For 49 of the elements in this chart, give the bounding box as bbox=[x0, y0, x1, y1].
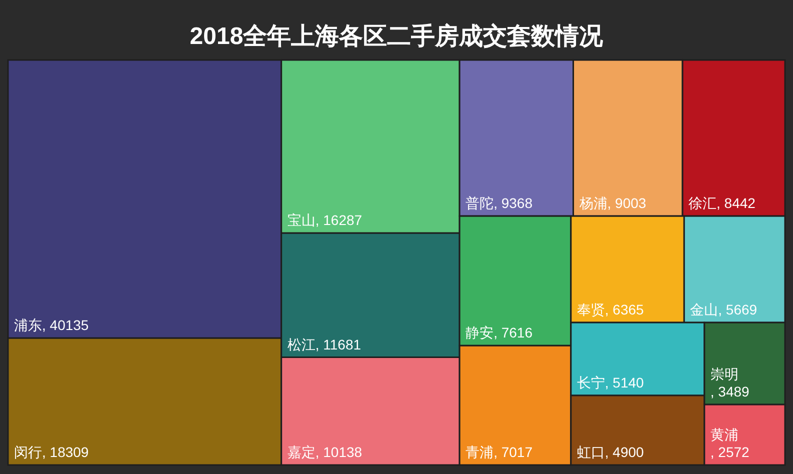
cell: 金山, 5669 bbox=[683, 215, 786, 324]
category-label: 嘉定 bbox=[287, 444, 316, 460]
cell: 长宁, 5140 bbox=[570, 322, 706, 396]
data-label: , 10138 bbox=[315, 444, 362, 460]
category-label: 虹口 bbox=[576, 444, 605, 460]
cell: 青浦, 7017 bbox=[458, 344, 572, 466]
category-label: 奉贤 bbox=[576, 302, 605, 318]
category-label: 宝山 bbox=[287, 212, 316, 228]
category-label: 崇明 bbox=[710, 366, 738, 382]
data-label: , 5669 bbox=[718, 302, 758, 318]
data-label: , 2572 bbox=[710, 444, 750, 460]
category-label: 青浦 bbox=[466, 444, 494, 460]
cell: 嘉定, 10138 bbox=[280, 356, 460, 466]
data-label: , 9003 bbox=[607, 195, 646, 212]
data-label: , 3489 bbox=[710, 384, 750, 400]
category-label: 黄浦 bbox=[710, 426, 738, 442]
text: 2018全年上海各区二手房成交套数情况 bbox=[190, 23, 604, 50]
category-label: 普陀 bbox=[466, 195, 494, 212]
category-label: 浦东 bbox=[14, 317, 42, 334]
cell: 虹口, 4900 bbox=[570, 394, 706, 466]
data-label: , 7017 bbox=[494, 444, 533, 460]
category-label: 长宁 bbox=[576, 374, 605, 390]
data-label: , 4900 bbox=[604, 444, 644, 460]
data-label: , 7616 bbox=[494, 324, 533, 341]
category-label: 闵行 bbox=[14, 444, 42, 460]
data-label: , 40135 bbox=[42, 317, 89, 334]
cell: 松江, 11681 bbox=[280, 232, 460, 358]
data-label: , 11681 bbox=[315, 336, 362, 352]
category-label: 杨浦 bbox=[578, 195, 608, 212]
cell: 崇明 , 3489 bbox=[704, 322, 786, 406]
data-label: , 6365 bbox=[604, 302, 644, 318]
cell: 普陀, 9368 bbox=[458, 59, 574, 217]
category-label: 金山 bbox=[690, 302, 718, 318]
category-label: 松江 bbox=[287, 336, 316, 352]
category-label: 静安 bbox=[466, 324, 494, 341]
data-label: , 8442 bbox=[716, 195, 756, 212]
data-label: , 18309 bbox=[42, 444, 89, 460]
cell: 杨浦, 9003 bbox=[572, 59, 684, 217]
data-label: , 16287 bbox=[315, 212, 362, 228]
cell: 浦东, 40135 bbox=[7, 59, 282, 339]
cell: 黄浦 , 2572 bbox=[704, 404, 786, 466]
data-label: , 5140 bbox=[604, 374, 644, 390]
cell: 闵行, 18309 bbox=[7, 337, 282, 466]
category-label: 徐汇 bbox=[688, 195, 717, 212]
data-label: , 9368 bbox=[494, 195, 533, 212]
cell: 徐汇, 8442 bbox=[682, 59, 786, 217]
cell: 宝山, 16287 bbox=[280, 59, 460, 234]
cell: 奉贤, 6365 bbox=[570, 215, 685, 324]
cell: 静安, 7616 bbox=[458, 215, 572, 346]
